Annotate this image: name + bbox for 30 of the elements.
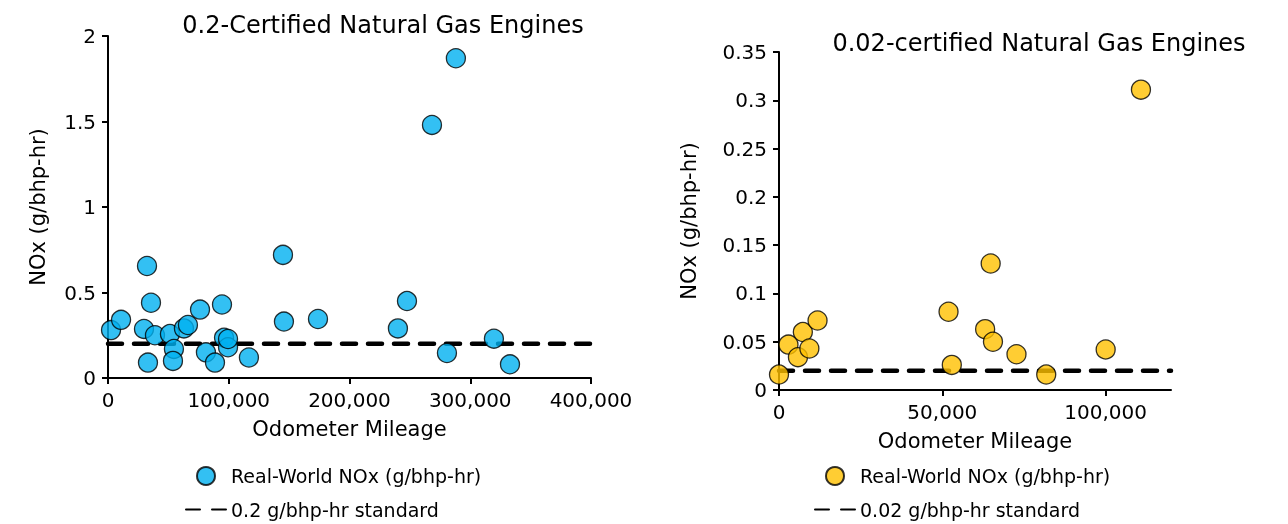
y-tick-label: 0.2 (735, 184, 767, 209)
y-axis-title: NOx (g/bhp-hr) (25, 128, 50, 286)
y-tick-label: 0.15 (722, 233, 767, 258)
chart-title: 0.02-certified Natural Gas Engines (832, 29, 1246, 57)
y-tick-label: 0.3 (735, 88, 767, 113)
y-tick-label: 2 (83, 24, 96, 48)
y-tick-label: 1 (83, 195, 96, 219)
legend-label: 0.02 g/bhp-hr standard (860, 498, 1080, 521)
y-axis-title: NOx (g/bhp-hr) (676, 142, 701, 300)
x-tick-label: 400,000 (549, 388, 633, 412)
legend-label: 0.2 g/bhp-hr standard (231, 498, 439, 521)
x-tick-label: 200,000 (308, 388, 391, 412)
y-tick-label: 0.35 (722, 40, 767, 64)
y-tick-label: 0.25 (722, 136, 767, 161)
legend-label: Real-World NOx (g/bhp-hr) (860, 465, 1111, 487)
y-tick-label: 0.05 (722, 329, 767, 354)
y-tick-label: 0.5 (64, 280, 96, 305)
x-tick-label: 100,000 (187, 388, 271, 412)
x-tick-label: 0 (772, 400, 786, 424)
x-tick-label: 300,000 (428, 388, 512, 412)
legend-label: Real-World NOx (g/bhp-hr) (231, 465, 482, 487)
x-tick-label: 50,000 (907, 400, 978, 424)
chart-title: 0.2-Certified Natural Gas Engines (182, 11, 584, 39)
y-tick-label: 0.1 (735, 281, 767, 306)
x-tick-label: 0 (101, 388, 115, 412)
x-axis-title: Odometer Mileage (877, 428, 1073, 453)
y-tick-label: 0 (83, 366, 96, 390)
y-tick-label: 1.5 (64, 109, 96, 134)
x-tick-label: 100,000 (1064, 400, 1148, 424)
x-axis-title: Odometer Mileage (252, 416, 447, 441)
